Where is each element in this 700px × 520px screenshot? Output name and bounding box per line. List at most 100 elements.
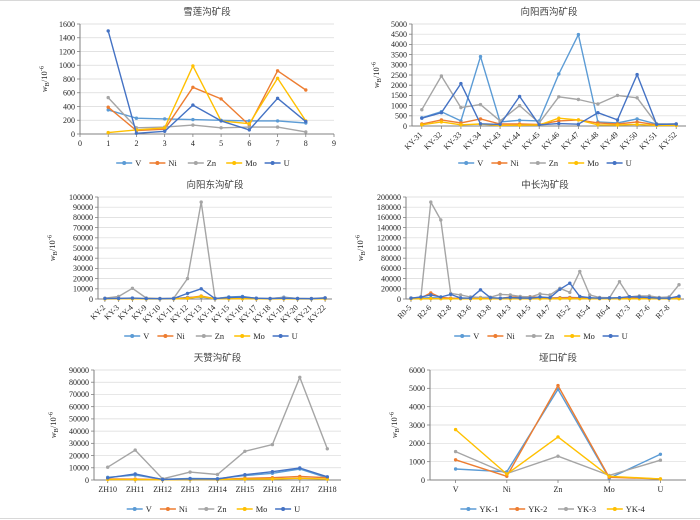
y-tick-label: 10000 [69, 464, 89, 473]
legend-marker [460, 334, 465, 338]
data-point-marker [215, 477, 220, 481]
data-point-marker [439, 74, 444, 78]
legend-marker [165, 507, 170, 511]
legend-marker [193, 161, 198, 165]
data-point-marker [191, 123, 195, 127]
series-U-markers [103, 287, 327, 301]
x-tick-label: KY-44 [501, 130, 522, 151]
x-tick-label: R2-6 [416, 303, 434, 321]
data-point-marker [548, 296, 552, 300]
data-point-marker [517, 123, 522, 127]
y-tick-label: 200 [63, 116, 75, 125]
y-tick-label: 1200 [59, 47, 75, 56]
x-tick-label: KY-47 [559, 130, 580, 151]
data-point-marker [133, 448, 137, 452]
y-tick-label: 500 [395, 112, 407, 121]
data-point-marker [243, 473, 247, 477]
y-tick-label: 4000 [409, 402, 425, 411]
data-point-marker [556, 454, 560, 458]
chart-title: 垭口矿段 [539, 352, 578, 364]
data-point-marker [199, 294, 203, 299]
data-point-marker [557, 116, 561, 120]
data-point-marker [576, 32, 581, 37]
series-V-line [421, 33, 677, 126]
data-point-marker [295, 296, 300, 301]
series-U-markers [106, 29, 308, 135]
data-point-marker [172, 296, 176, 301]
chart-legend: V Ni Zn Mo U [124, 332, 298, 341]
data-point-marker [106, 29, 110, 33]
x-tick-label: R4-3 [495, 303, 513, 321]
legend-label: U [284, 159, 290, 168]
data-point-marker [453, 449, 458, 454]
data-point-marker [163, 126, 167, 130]
x-tick-label: ZH15 [236, 485, 255, 494]
x-tick-label: 1 [106, 139, 110, 148]
legend-item-U: U [606, 159, 632, 168]
y-tick-label: 50000 [73, 244, 93, 253]
legend-marker [278, 334, 283, 338]
y-tick-label: 70000 [69, 390, 89, 399]
legend-marker [564, 507, 568, 511]
legend-marker [242, 507, 247, 511]
chart-title: 向阳西沟矿段 [520, 6, 578, 18]
y-tick-label: 0 [403, 122, 407, 131]
legend-item-V: V [126, 505, 152, 514]
data-point-marker [160, 477, 165, 482]
x-tick-label: R3-8 [475, 303, 493, 321]
legend-item-YK-4: YK-4 [606, 505, 646, 514]
x-tick-label: U [658, 485, 664, 494]
data-point-marker [498, 119, 502, 123]
y-tick-label: 0 [421, 476, 425, 485]
x-tick-label: KY-49 [598, 130, 619, 151]
y-tick-label: 140000 [377, 223, 401, 232]
legend-item-Zn: Zn [195, 332, 225, 341]
data-point-marker [478, 122, 483, 126]
data-point-marker [439, 111, 444, 115]
data-point-marker [420, 108, 424, 112]
data-point-marker [144, 296, 148, 301]
legend-marker [281, 507, 286, 511]
data-point-marker [191, 64, 195, 68]
legend-item-Mo: Mo [226, 159, 257, 168]
legend-label: Ni [168, 159, 177, 168]
data-point-marker [188, 477, 192, 481]
chart-svg: 0 1000 2000 3000 4000 5000 6000 V Ni Zn Mo U 垭口矿段 wB/… [388, 352, 686, 514]
x-tick-label: ZH16 [263, 485, 282, 494]
y-tick-label: 180000 [377, 203, 401, 212]
x-tick-label: Ni [503, 485, 512, 494]
chart-legend: V Ni Zn Mo U [454, 332, 628, 341]
data-point-marker [607, 474, 611, 478]
x-tick-label: KY-48 [579, 130, 600, 151]
y-axis-title: wB/10-6 [355, 234, 368, 261]
x-tick-label: KY-34 [461, 130, 482, 151]
y-tick-label: 0 [89, 295, 93, 304]
data-point-marker [106, 108, 110, 112]
data-point-marker [674, 122, 678, 126]
data-point-marker [106, 105, 110, 109]
data-point-marker [517, 118, 522, 123]
data-point-marker [568, 290, 572, 295]
legend-item-YK-2: YK-2 [509, 505, 547, 514]
x-tick-label: KY-43 [481, 130, 502, 151]
series-U-line [421, 73, 677, 126]
data-point-marker [538, 292, 542, 296]
y-tick-label: 800 [63, 75, 75, 84]
y-tick-label: 0 [71, 130, 75, 139]
legend-marker [132, 507, 137, 511]
x-tick-label: ZH18 [318, 485, 337, 494]
x-axis: ZH10 ZH11 ZH12 ZH13 ZH14 ZH15 ZH16 ZH17 ZH18 [98, 480, 337, 494]
data-point-marker [133, 477, 137, 482]
legend-label: YK-1 [479, 505, 498, 514]
data-point-marker [558, 297, 562, 301]
y-tick-label: 5000 [391, 20, 407, 29]
legend-item-Mo: Mo [564, 332, 595, 341]
data-point-marker [130, 286, 135, 290]
data-point-marker [588, 293, 592, 297]
data-point-marker [158, 297, 162, 301]
data-point-marker [597, 296, 602, 300]
x-tick-label: 0 [78, 139, 82, 148]
data-point-marker [199, 200, 203, 204]
data-point-marker [304, 119, 308, 124]
